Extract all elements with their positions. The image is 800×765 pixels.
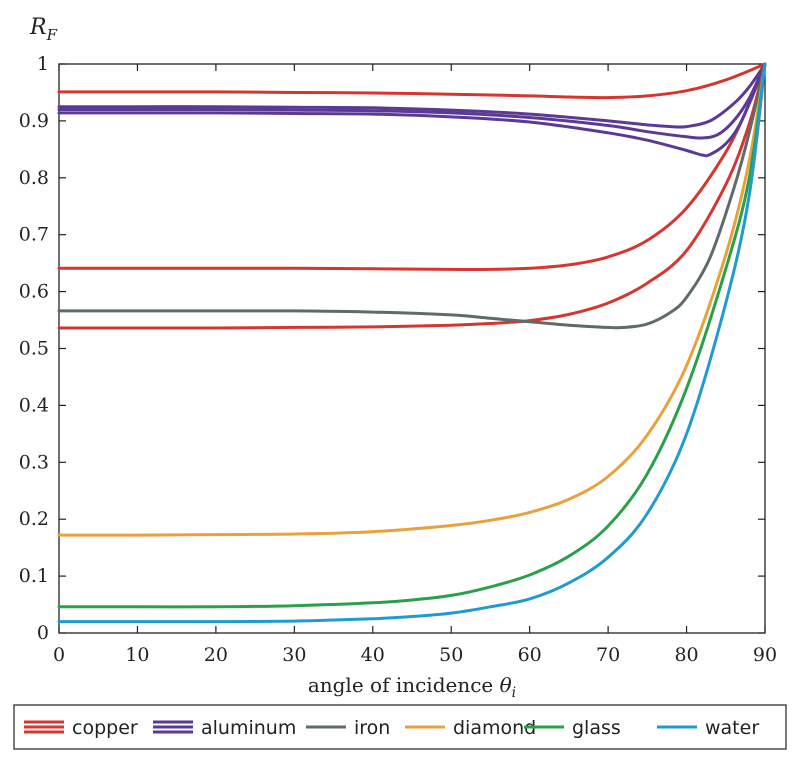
x-axis-label: angle of incidence θi bbox=[308, 673, 516, 701]
y-axis-label-sub: F bbox=[46, 26, 58, 44]
x-axis-label-main: angle of incidence bbox=[308, 673, 500, 697]
y-tick-label: 0.2 bbox=[19, 508, 49, 530]
x-tick-label: 90 bbox=[753, 644, 777, 666]
axis-ticks bbox=[58, 63, 766, 634]
x-tick-label: 60 bbox=[518, 644, 542, 666]
series-line-aluminum-1 bbox=[57, 62, 767, 129]
x-tick-label: 0 bbox=[53, 644, 65, 666]
y-tick-label: 0.8 bbox=[19, 167, 49, 189]
x-tick-label: 10 bbox=[125, 644, 149, 666]
x-axis-label-sub: i bbox=[512, 685, 516, 701]
y-axis-label: RF bbox=[29, 15, 58, 44]
y-tick-label: 0.5 bbox=[19, 338, 49, 360]
series-lines bbox=[57, 62, 767, 624]
series-line-copper-2 bbox=[57, 62, 767, 272]
x-tick-label: 80 bbox=[674, 644, 698, 666]
x-tick-label: 30 bbox=[282, 644, 306, 666]
plot-frame bbox=[58, 63, 766, 634]
series-line-glass bbox=[57, 62, 767, 609]
y-tick-label: 0 bbox=[37, 622, 49, 644]
series-line-aluminum-2 bbox=[57, 62, 767, 140]
legend: copper aluminum iron diamond glass water bbox=[24, 717, 759, 739]
series-line-diamond bbox=[57, 62, 767, 537]
x-axis-label-symbol: θ bbox=[500, 673, 512, 697]
legend-label-glass: glass bbox=[572, 717, 621, 739]
y-tick-label: 0.9 bbox=[19, 110, 49, 132]
series-line-water bbox=[57, 62, 767, 624]
series-line-copper-3 bbox=[57, 62, 767, 330]
y-tick-label: 0.3 bbox=[19, 451, 49, 473]
y-tick-label: 0.7 bbox=[19, 224, 49, 246]
legend-label-water: water bbox=[705, 717, 759, 739]
legend-label-diamond: diamond bbox=[453, 717, 536, 739]
y-tick-labels: 0 0.1 0.2 0.3 0.4 0.5 0.6 0.7 0.8 0.9 1 bbox=[19, 53, 49, 644]
series-line-copper-1 bbox=[57, 62, 767, 100]
legend-label-copper: copper bbox=[72, 717, 138, 739]
series-line-iron bbox=[57, 62, 767, 330]
y-tick-label: 0.6 bbox=[19, 281, 49, 303]
legend-label-aluminum: aluminum bbox=[201, 717, 296, 739]
x-tick-label: 40 bbox=[361, 644, 385, 666]
legend-label-iron: iron bbox=[354, 717, 390, 739]
series-line-aluminum-3 bbox=[57, 62, 767, 158]
x-tick-label: 50 bbox=[439, 644, 463, 666]
y-axis-label-main: R bbox=[29, 15, 47, 40]
y-tick-label: 0.1 bbox=[19, 565, 49, 587]
y-tick-label: 0.4 bbox=[19, 394, 49, 416]
y-tick-label: 1 bbox=[37, 53, 49, 75]
x-tick-labels: 0 10 20 30 40 50 60 70 80 90 bbox=[53, 644, 777, 666]
x-tick-label: 70 bbox=[596, 644, 620, 666]
x-tick-label: 20 bbox=[204, 644, 228, 666]
